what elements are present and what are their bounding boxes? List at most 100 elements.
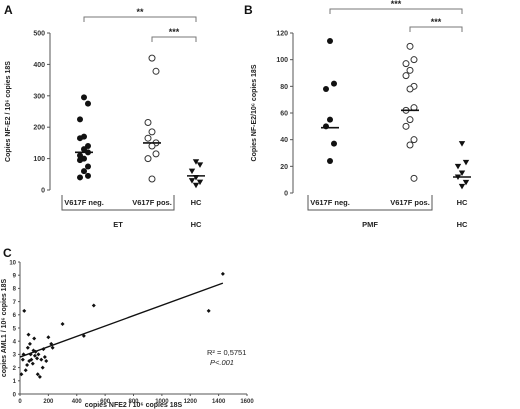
y-tick-label: 80 (280, 84, 288, 91)
data-point (37, 374, 42, 379)
data-point (402, 72, 410, 80)
data-point (323, 86, 329, 92)
trend-line (19, 282, 224, 358)
x-tick-label: 1000 (155, 399, 169, 405)
data-point (27, 341, 32, 346)
significance-label: *** (391, 0, 402, 9)
data-point (32, 353, 37, 358)
category-label: HC (457, 198, 468, 207)
data-point (85, 163, 91, 170)
data-point (50, 345, 55, 350)
data-point (192, 182, 200, 189)
data-point (35, 372, 40, 377)
y-tick-label: 0 (41, 188, 45, 195)
data-point (28, 352, 33, 357)
p-value-label: P<.001 (210, 358, 234, 367)
data-point (454, 163, 462, 170)
y-tick-label: 10 (9, 260, 16, 266)
data-point (81, 168, 87, 175)
x-tick-label: 200 (43, 399, 54, 405)
y-tick-label: 100 (276, 57, 288, 64)
data-point (77, 135, 83, 142)
data-point (152, 150, 160, 158)
y-tick-label: 8 (13, 287, 17, 293)
data-point (30, 361, 35, 366)
data-point (458, 141, 466, 147)
data-point (20, 357, 25, 362)
x-tick-label: 1400 (212, 399, 226, 405)
y-tick-label: 0 (13, 392, 17, 398)
data-point (331, 80, 337, 87)
y-tick-label: 120 (276, 31, 288, 38)
y-axis-label: Copies NF-E2 / 10⁶ copies 18S (5, 61, 12, 162)
data-point (144, 155, 152, 163)
x-tick-label: 1200 (184, 399, 198, 405)
data-point (35, 356, 40, 361)
significance-bracket (409, 26, 463, 32)
data-point (188, 178, 196, 184)
data-point (410, 174, 418, 182)
panel-a: A 0 100 200 300 400 500 Copies NF-E2 / 10⁶ copi… (4, 3, 205, 229)
data-point (206, 308, 211, 313)
y-tick-label: 4 (13, 340, 17, 346)
y-tick-label: 7 (13, 300, 17, 306)
data-point (402, 60, 410, 68)
data-point (458, 170, 466, 176)
group-label: PMF (362, 220, 378, 229)
data-point (462, 179, 470, 186)
data-point (192, 159, 200, 165)
category-label: V617F neg. (64, 198, 104, 207)
data-point (46, 335, 51, 340)
data-point (25, 345, 30, 350)
data-point (462, 159, 470, 166)
x-tick-label: 0 (18, 399, 22, 405)
data-point (60, 322, 65, 327)
significance-bracket (83, 16, 197, 22)
data-point (42, 355, 47, 360)
y-tick-label: 500 (33, 31, 45, 38)
data-point (41, 347, 46, 352)
data-point (402, 122, 410, 130)
y-tick-label: 200 (33, 125, 45, 132)
y-tick-label: 3 (13, 353, 17, 359)
data-point (410, 136, 418, 144)
data-point (458, 183, 466, 190)
y-tick-label: 300 (33, 93, 45, 100)
y-tick-label: 1 (13, 379, 17, 385)
x-tick-label: 600 (100, 399, 111, 405)
data-point (19, 372, 24, 377)
data-point (49, 341, 54, 346)
group-bracket (61, 195, 175, 211)
group-label: HC (191, 220, 202, 229)
x-tick-label: 800 (128, 399, 139, 405)
group-bracket (307, 195, 433, 211)
data-point (152, 67, 160, 75)
category-label: HC (191, 198, 202, 207)
data-point (327, 158, 333, 164)
data-point (188, 168, 196, 175)
y-tick-label: 400 (33, 62, 45, 69)
y-tick-label: 100 (33, 156, 45, 163)
data-point (77, 174, 83, 181)
data-point (406, 116, 414, 124)
data-point (406, 42, 414, 50)
x-tick-label: 400 (72, 399, 83, 405)
data-point (148, 142, 156, 150)
data-point (144, 118, 152, 126)
data-point (85, 100, 91, 107)
data-point (91, 303, 96, 308)
significance-label: *** (169, 27, 180, 37)
data-point (81, 94, 87, 101)
data-point (25, 362, 30, 367)
data-point (220, 271, 225, 276)
significance-bracket (329, 8, 463, 14)
group-label: ET (113, 220, 123, 229)
data-point (85, 172, 91, 179)
data-point (21, 352, 26, 357)
y-tick-label: 0 (284, 191, 288, 198)
data-point (40, 365, 45, 370)
data-point (77, 157, 83, 164)
panel-label: A (4, 3, 13, 17)
data-point (196, 179, 204, 186)
